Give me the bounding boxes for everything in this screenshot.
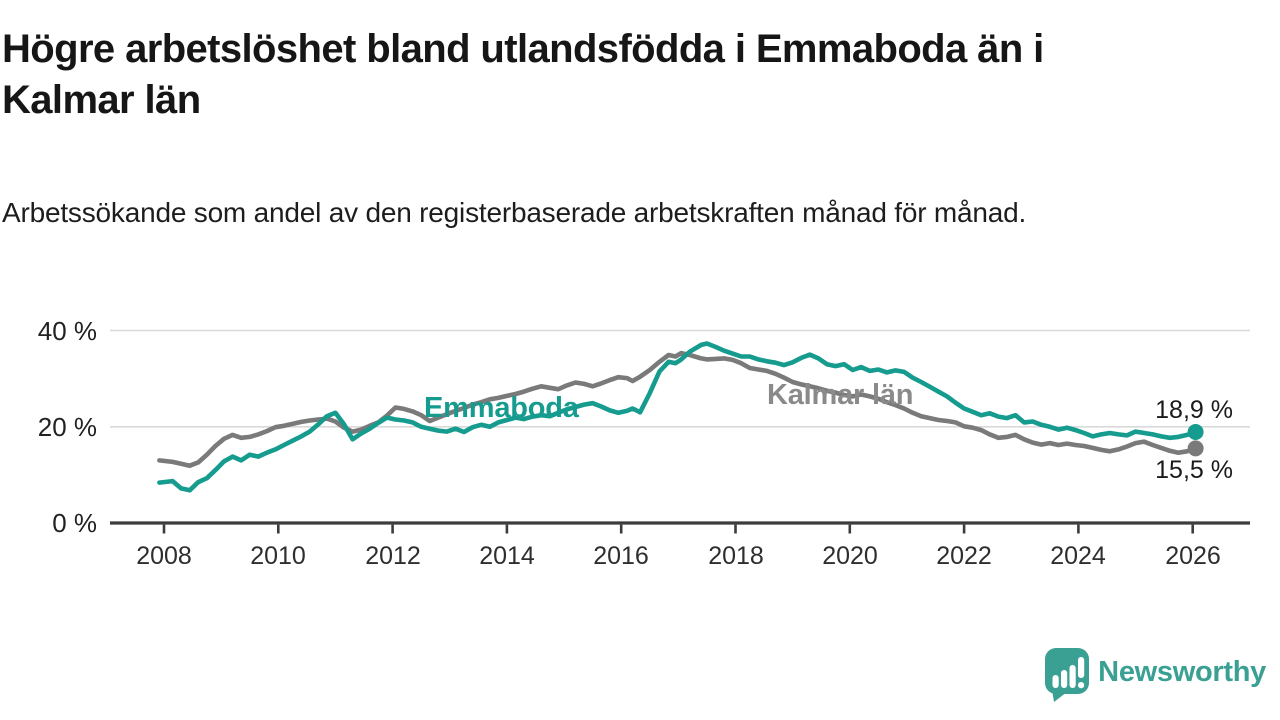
y-axis-tick-label: 40 % (37, 316, 97, 346)
x-axis-tick-label: 2018 (708, 542, 764, 570)
x-axis-tick-label: 2012 (365, 542, 421, 570)
kalmar-end-dot (1187, 440, 1204, 457)
x-axis-tick-label: 2008 (136, 542, 192, 570)
y-axis-tick-label: 0 % (52, 508, 97, 538)
emmaboda-line (157, 341, 1198, 493)
x-axis-tick-label: 2020 (822, 542, 878, 570)
x-axis-tick-label: 2014 (479, 542, 535, 570)
x-axis (110, 521, 1250, 534)
newsworthy-logo-icon (1045, 648, 1090, 702)
y-axis-tick-label: 20 % (37, 412, 97, 442)
newsworthy-logo-text: Newsworthy (1098, 655, 1266, 688)
chart-subtitle: Arbetssökande som andel av den registerb… (2, 197, 1027, 228)
x-axis-tick-label: 2026 (1165, 542, 1221, 570)
emmaboda-end-value-label: 18,9 % (1155, 396, 1233, 424)
chart-title-line2: Kalmar län (2, 78, 201, 122)
kalmar-series-label: Kalmar län (767, 379, 914, 411)
x-axis-tick-label: 2022 (936, 542, 992, 570)
kalmar-end-value-label: 15,5 % (1155, 456, 1233, 484)
emmaboda-series-label: Emmaboda (424, 392, 579, 424)
chart-title-line1: Högre arbetslöshet bland utlandsfödda i … (2, 27, 1044, 71)
emmaboda-end-dot (1187, 424, 1204, 440)
x-axis-tick-label: 2010 (250, 542, 306, 570)
kalmar-line (157, 350, 1198, 468)
newsworthy-logo: Newsworthy (1044, 646, 1266, 702)
x-axis-tick-label: 2016 (593, 542, 649, 570)
gridlines (110, 329, 1250, 428)
chart-title: Högre arbetslöshet bland utlandsfödda i … (2, 24, 1264, 126)
x-axis-tick-label: 2024 (1050, 542, 1106, 570)
